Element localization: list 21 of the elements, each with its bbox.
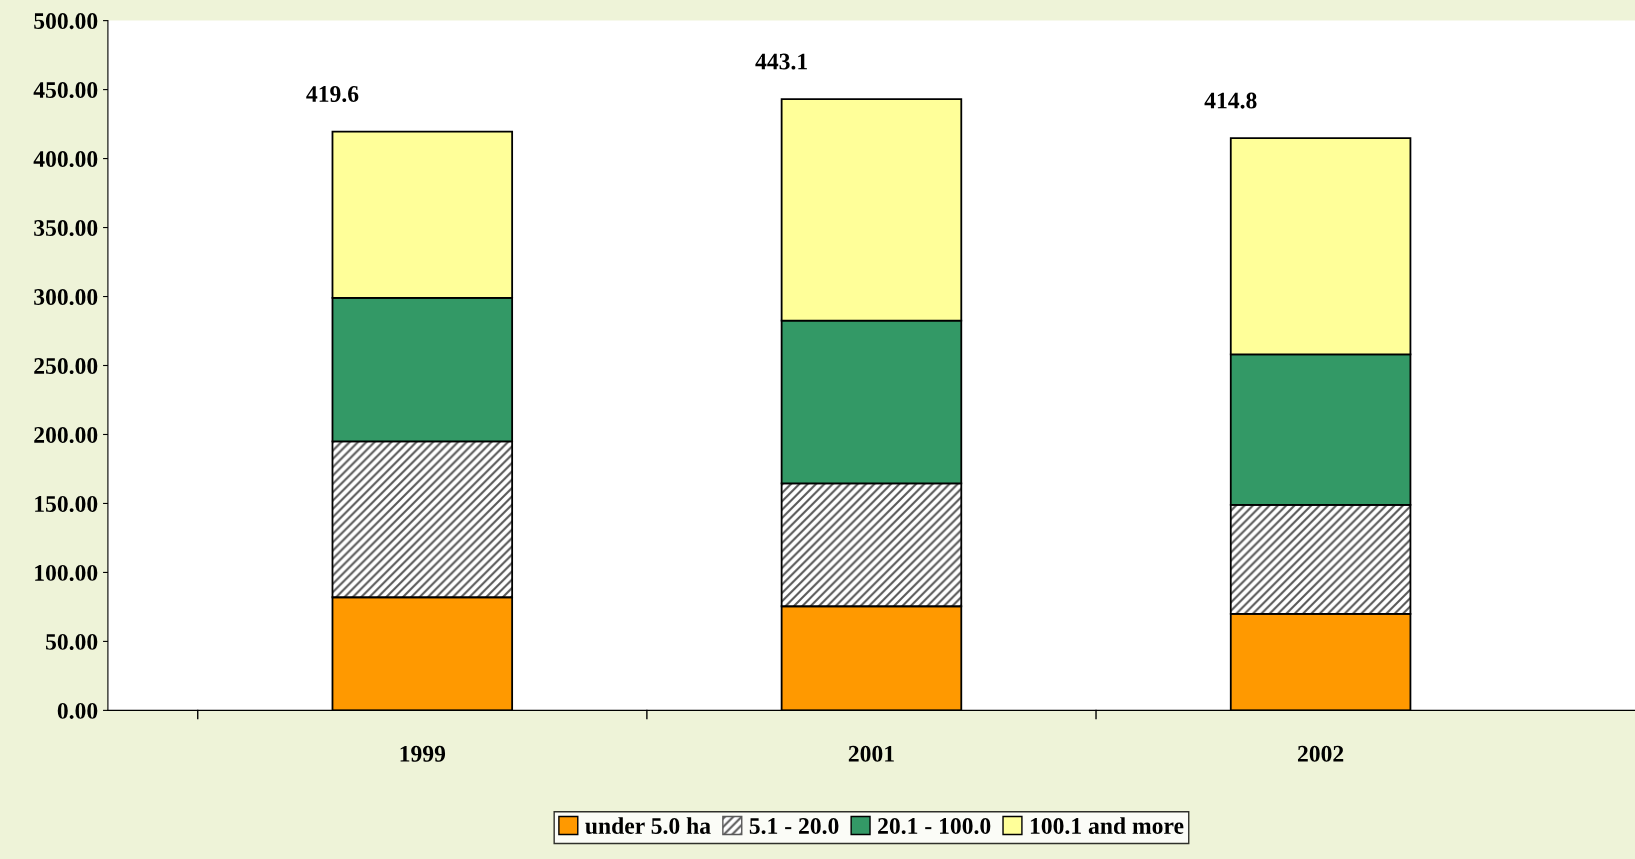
legend-label: under 5.0 ha — [585, 817, 711, 835]
y-tick-label: 500.00 — [34, 13, 98, 30]
y-tick-label: 50.00 — [46, 633, 98, 650]
y-tick-label: 100.00 — [35, 564, 98, 581]
y-tick-label: 450.00 — [33, 82, 98, 99]
y-tick-label: 300.00 — [34, 289, 98, 306]
y-tick-label: 0.00 — [57, 702, 98, 719]
y-tick-label: 150.00 — [35, 495, 98, 512]
total-label: 443.1 — [755, 53, 807, 70]
legend-label: 100.1 and more — [1030, 817, 1184, 835]
y-tick-label: 400.00 — [33, 151, 98, 168]
legend-label: 5.1 - 20.0 — [749, 817, 839, 835]
total-label: 414.8 — [1204, 92, 1257, 109]
y-tick-label: 250.00 — [34, 358, 98, 375]
legend-label: 20.1 - 100.0 — [878, 817, 991, 835]
x-tick-label: 2001 — [848, 745, 894, 762]
total-label: 419.6 — [306, 86, 359, 103]
y-tick-label: 200.00 — [34, 426, 98, 444]
x-tick-label: 2002 — [1297, 745, 1344, 762]
y-tick-label: 350.00 — [34, 220, 98, 237]
x-tick-label: 1999 — [400, 745, 446, 762]
